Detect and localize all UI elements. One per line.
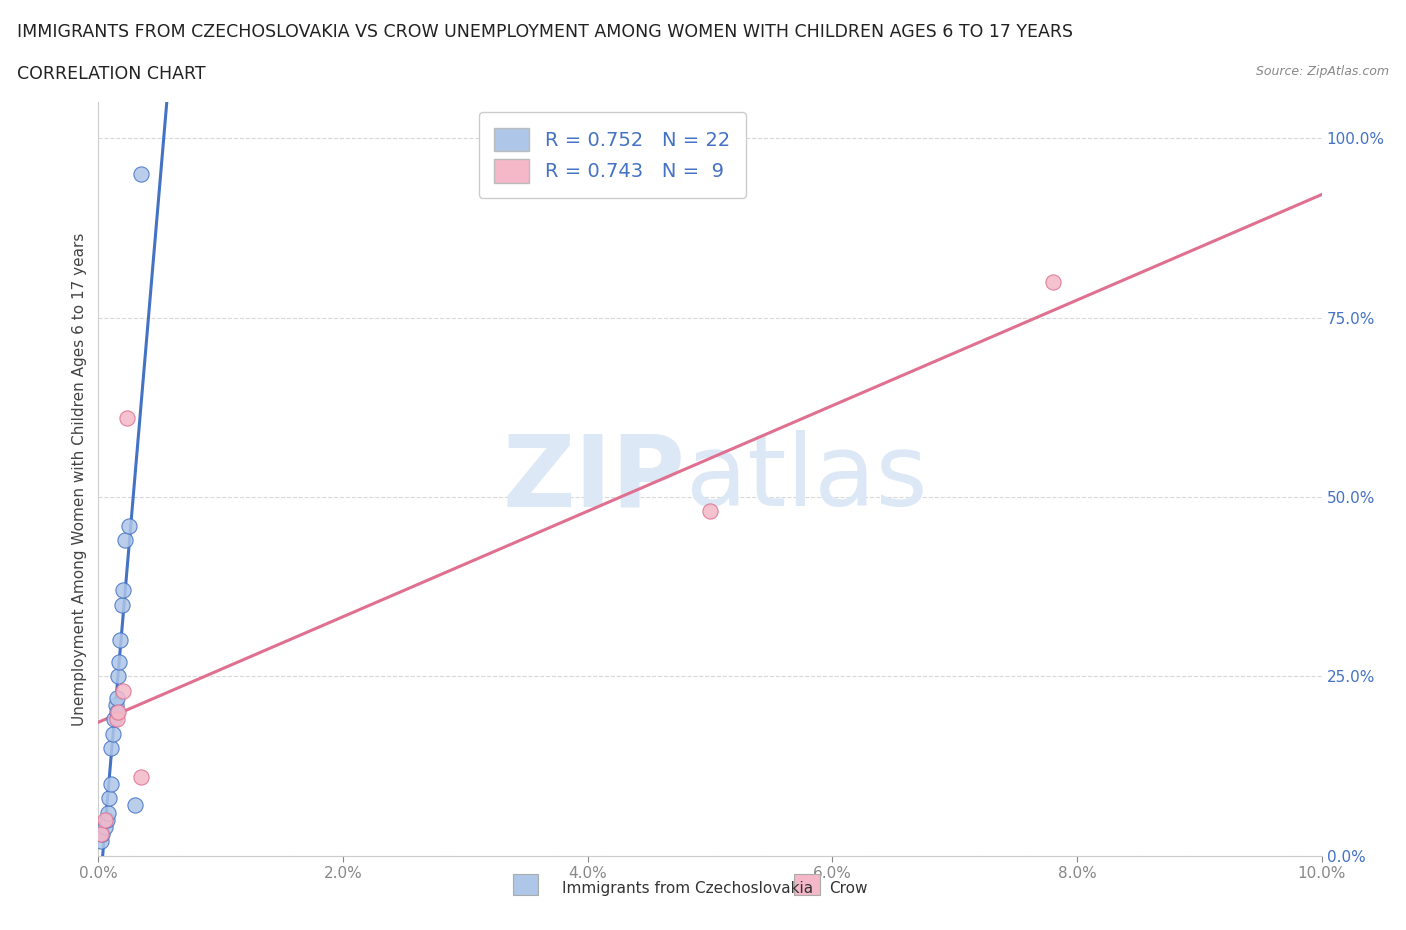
Point <box>115 410 138 425</box>
Point <box>114 533 136 548</box>
Point <box>98 790 121 805</box>
Legend: R = 0.752   N = 22, R = 0.743   N =  9: R = 0.752 N = 22, R = 0.743 N = 9 <box>478 112 745 198</box>
Point <box>104 698 127 712</box>
Text: CORRELATION CHART: CORRELATION CHART <box>17 65 205 83</box>
Point <box>111 684 134 698</box>
Point <box>129 166 152 181</box>
Point <box>108 655 131 670</box>
Point <box>90 827 112 842</box>
Point <box>91 827 114 842</box>
Text: IMMIGRANTS FROM CZECHOSLOVAKIA VS CROW UNEMPLOYMENT AMONG WOMEN WITH CHILDREN AG: IMMIGRANTS FROM CZECHOSLOVAKIA VS CROW U… <box>17 23 1073 41</box>
Point <box>90 834 112 849</box>
Point <box>1042 274 1064 289</box>
Point <box>105 711 128 726</box>
Point <box>111 583 134 598</box>
Point <box>93 812 115 827</box>
Point <box>107 705 129 720</box>
FancyBboxPatch shape <box>513 874 538 895</box>
Point <box>101 726 124 741</box>
Point <box>111 597 134 612</box>
Point <box>97 805 120 820</box>
Text: Crow: Crow <box>830 881 868 896</box>
Point <box>103 711 125 726</box>
Point <box>96 812 118 827</box>
Text: atlas: atlas <box>686 431 927 527</box>
Point <box>100 777 122 791</box>
Point <box>118 518 141 533</box>
Text: Immigrants from Czechoslovakia: Immigrants from Czechoslovakia <box>562 881 814 896</box>
Text: Source: ZipAtlas.com: Source: ZipAtlas.com <box>1256 65 1389 78</box>
Point <box>129 769 152 784</box>
Point <box>100 740 122 755</box>
Point <box>93 819 115 834</box>
Point <box>105 705 128 720</box>
Point <box>699 504 721 519</box>
Point <box>107 669 129 684</box>
FancyBboxPatch shape <box>794 874 820 895</box>
Point <box>110 633 132 648</box>
Point <box>105 690 128 705</box>
Text: ZIP: ZIP <box>503 431 686 527</box>
Y-axis label: Unemployment Among Women with Children Ages 6 to 17 years: Unemployment Among Women with Children A… <box>72 232 87 725</box>
Point <box>124 798 146 813</box>
